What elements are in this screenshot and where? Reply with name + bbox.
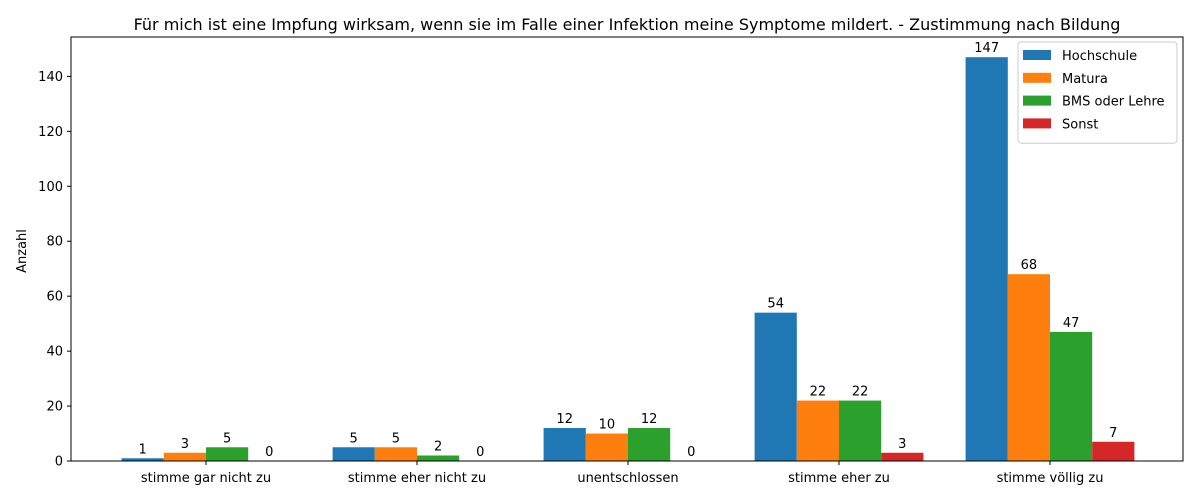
- bars-layer: [121, 57, 1135, 461]
- bar: [121, 458, 164, 461]
- x-tick-label: stimme völlig zu: [997, 471, 1104, 486]
- legend-frame: [1017, 41, 1178, 144]
- legend-label: Hochschule: [1062, 49, 1137, 64]
- y-tick-label: 20: [46, 400, 63, 415]
- bar-value-label: 22: [852, 385, 869, 400]
- y-axis: 0 20 40 60 80 100 120 140: [38, 70, 71, 470]
- bar-value-label: 5: [223, 431, 231, 446]
- bar-value-label: 0: [687, 445, 695, 460]
- legend-swatch: [1023, 50, 1051, 60]
- bar-value-label: 5: [392, 431, 400, 446]
- x-tick-label: stimme eher zu: [788, 471, 890, 486]
- bar-value-label: 10: [599, 418, 616, 433]
- bar-value-label: 12: [556, 412, 573, 427]
- chart-title: Für mich ist eine Impfung wirksam, wenn …: [134, 15, 1121, 34]
- bar-value-label: 2: [434, 440, 442, 455]
- bar-value-label: 0: [265, 445, 273, 460]
- bar: [332, 447, 375, 461]
- bar: [1092, 441, 1135, 461]
- legend-label: Matura: [1062, 72, 1108, 87]
- bar-value-label: 12: [641, 412, 658, 427]
- bar-value-label: 22: [810, 385, 827, 400]
- y-tick-label: 120: [38, 125, 63, 140]
- bar: [965, 57, 1008, 461]
- bar: [206, 447, 249, 461]
- bar-value-label: 5: [350, 431, 358, 446]
- bar-value-label: 68: [1021, 258, 1038, 273]
- bar-value-label: 0: [476, 445, 484, 460]
- x-tick-label: stimme eher nicht zu: [348, 471, 486, 486]
- legend: Hochschule Matura BMS oder Lehre Sonst: [1017, 41, 1178, 144]
- y-tick-label: 80: [46, 235, 63, 250]
- bar: [1007, 274, 1050, 461]
- legend-label: Sonst: [1062, 117, 1098, 132]
- bar: [374, 447, 417, 461]
- bar: [881, 452, 924, 461]
- bar-value-label: 147: [974, 41, 999, 56]
- bar-value-label: 54: [767, 297, 784, 312]
- legend-label: BMS oder Lehre: [1062, 95, 1165, 110]
- bar-value-label: 1: [139, 442, 147, 457]
- bar: [163, 452, 206, 461]
- bar: [628, 428, 671, 461]
- legend-swatch: [1023, 72, 1051, 83]
- bar-value-label: 7: [1109, 426, 1117, 441]
- bar: [839, 400, 882, 461]
- y-tick-label: 0: [55, 455, 63, 470]
- bar-value-label: 3: [898, 437, 906, 452]
- bar: [585, 433, 628, 461]
- bar: [417, 455, 460, 461]
- bar-value-label: 3: [181, 437, 189, 452]
- legend-swatch: [1023, 95, 1051, 106]
- x-tick-label: stimme gar nicht zu: [141, 471, 271, 486]
- bar-value-label: 47: [1063, 316, 1080, 331]
- legend-swatch: [1023, 118, 1051, 129]
- y-axis-label: Anzahl: [15, 229, 30, 273]
- y-tick-label: 60: [46, 290, 63, 305]
- bar: [1050, 331, 1093, 461]
- x-axis: stimme gar nicht zu stimme eher nicht zu u…: [141, 461, 1104, 486]
- bar: [543, 428, 586, 461]
- y-tick-label: 40: [46, 345, 63, 360]
- y-tick-label: 100: [38, 180, 63, 195]
- y-tick-label: 140: [38, 70, 63, 85]
- x-tick-label: unentschlossen: [577, 471, 678, 486]
- bar: [796, 400, 839, 461]
- bar: [754, 312, 797, 461]
- plot-frame: [70, 36, 1184, 462]
- data-labels-layer: 1 5 12 54 147 3 5 10 22 68 5 2 12 22 47 0 0 0 3 7: [139, 41, 1118, 460]
